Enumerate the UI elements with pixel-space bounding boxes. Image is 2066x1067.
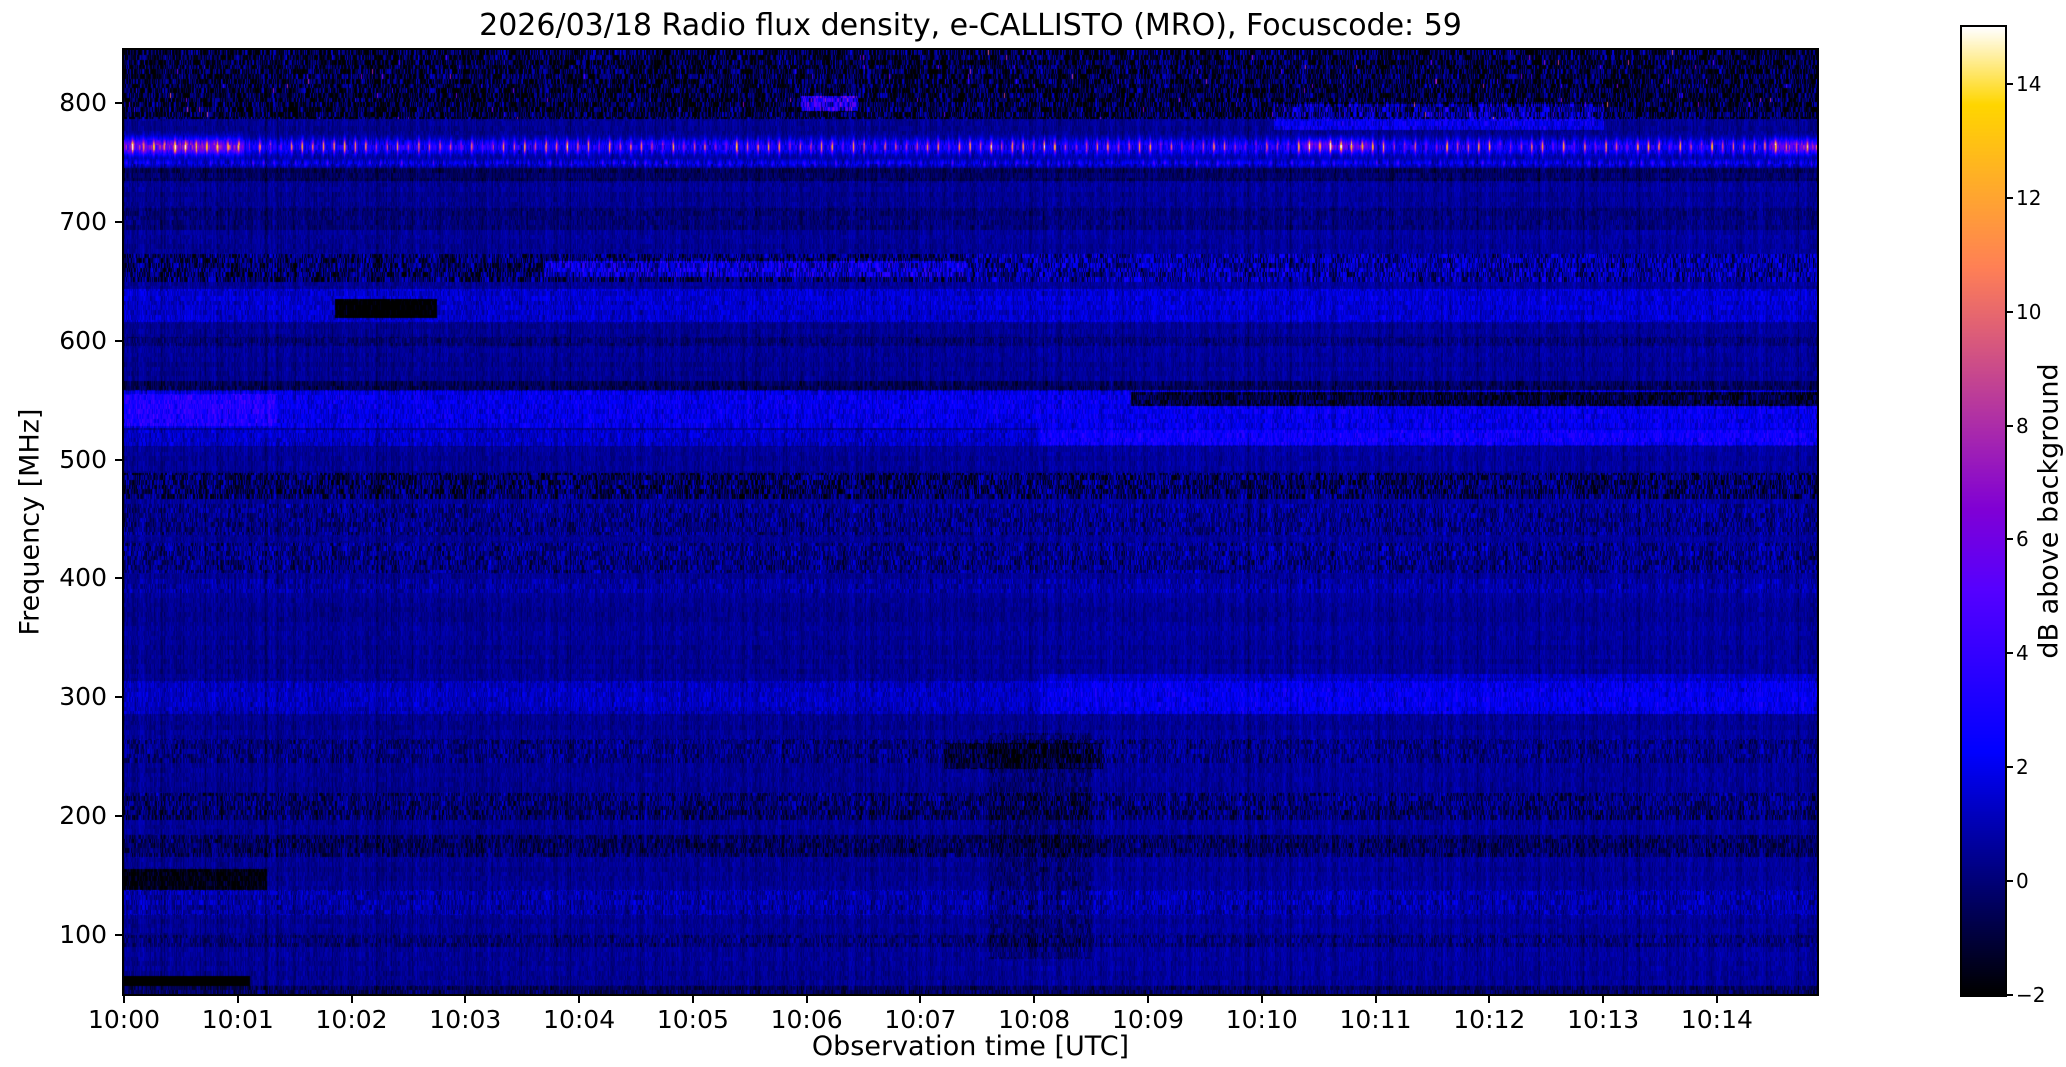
colorbar-tick-mark [2005,652,2013,655]
y-tick-label: 300 [59,682,107,712]
x-tick-mark [464,994,467,1003]
colorbar-tick-label: 4 [2016,641,2029,666]
x-tick-mark [919,994,922,1003]
y-tick-mark [115,696,124,699]
colorbar-tick-label: 0 [2016,869,2029,894]
x-tick-label: 10:04 [543,1005,616,1034]
x-tick-mark [1033,994,1036,1003]
x-tick-mark [236,994,239,1003]
y-tick-label: 500 [59,444,107,474]
colorbar-tick-mark [2005,424,2013,427]
y-tick-mark [115,933,124,936]
x-tick-label: 10:14 [1680,1005,1753,1034]
colorbar-tick-mark [2005,310,2013,313]
x-tick-label: 10:01 [201,1005,274,1034]
x-tick-label: 10:09 [1111,1005,1184,1034]
x-tick-label: 10:13 [1567,1005,1640,1034]
x-tick-mark [1715,994,1718,1003]
y-tick-mark [115,577,124,580]
x-tick-label: 10:10 [1225,1005,1298,1034]
colorbar-gradient [1962,27,2005,995]
x-tick-mark [1260,994,1263,1003]
x-tick-mark [691,994,694,1003]
colorbar-tick-label: −2 [2016,983,2046,1007]
x-tick-label: 10:08 [998,1005,1071,1034]
x-tick-mark [578,994,581,1003]
x-tick-mark [123,994,125,1003]
x-axis-label: Observation time [UTC] [811,1031,1130,1062]
x-tick-mark [1602,994,1605,1003]
colorbar-tick-mark [2005,82,2013,85]
x-tick-label: 10:00 [87,1005,161,1034]
colorbar-tick-label: 12 [2016,185,2042,210]
x-tick-mark [350,994,353,1003]
y-axis-label: Frequency [MHz] [14,408,46,636]
y-tick-mark [115,458,124,461]
plot-area [122,48,1819,996]
y-tick-mark [115,814,124,817]
x-tick-mark [805,994,808,1003]
y-tick-label: 700 [59,207,107,237]
x-tick-label: 10:02 [315,1005,388,1034]
y-tick-label: 400 [59,563,107,593]
colorbar-tick-label: 10 [2016,299,2042,324]
colorbar-tick-label: 8 [2016,413,2029,438]
x-tick-label: 10:05 [656,1005,729,1034]
colorbar-tick-mark [2005,538,2013,541]
colorbar-tick-mark [2005,880,2013,883]
colorbar-label: dB above background [2033,363,2065,659]
y-tick-mark [115,102,124,105]
x-tick-label: 10:06 [770,1005,843,1034]
colorbar-tick-label: 6 [2016,527,2029,552]
y-tick-label: 600 [59,325,107,355]
colorbar-tick-label: 2 [2016,755,2029,780]
spectrogram-heatmap [124,50,1817,994]
y-tick-mark [115,221,124,224]
colorbar-tick-mark [2005,766,2013,769]
y-tick-label: 200 [59,800,107,830]
colorbar [1960,25,2007,997]
x-tick-mark [1374,994,1377,1003]
x-tick-mark [1146,994,1149,1003]
y-tick-label: 800 [59,88,107,118]
chart-title: 2026/03/18 Radio flux density, e-CALLIST… [479,8,1462,43]
colorbar-tick-mark [2005,196,2013,199]
colorbar-tick-label: 14 [2016,71,2042,96]
x-tick-label: 10:12 [1453,1005,1526,1034]
x-tick-label: 10:07 [884,1005,957,1034]
y-tick-mark [115,339,124,342]
x-tick-label: 10:11 [1339,1005,1412,1034]
x-tick-label: 10:03 [429,1005,502,1034]
y-tick-label: 100 [59,919,107,949]
x-tick-mark [1488,994,1491,1003]
colorbar-tick-mark [2005,994,2013,996]
